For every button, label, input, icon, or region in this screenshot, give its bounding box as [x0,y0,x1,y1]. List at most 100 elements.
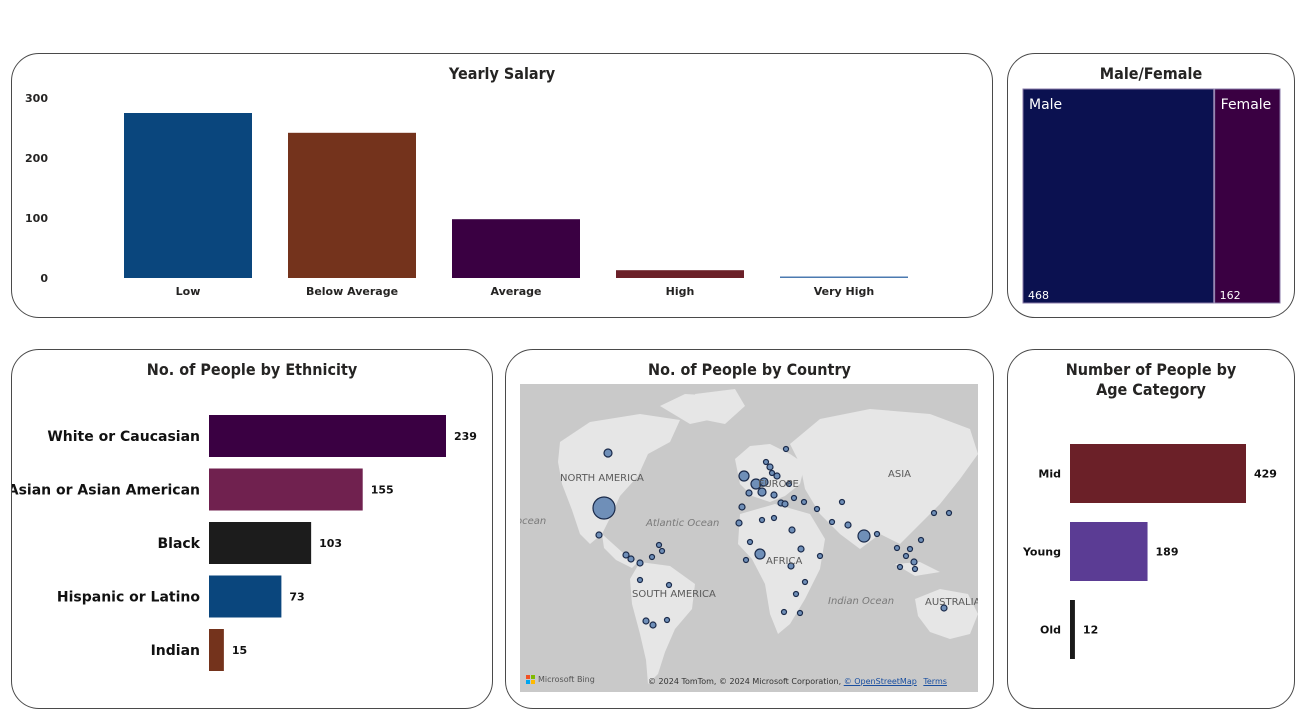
country-bubble[interactable] [940,604,948,612]
country-bubble[interactable] [800,498,808,506]
category-label: Old [1040,624,1061,637]
bar-asian-or-asian-american[interactable] [209,468,363,511]
country-bubble[interactable] [655,541,663,549]
country-bubble[interactable] [773,472,781,480]
country-bubble[interactable] [945,509,953,517]
treemap-value-female: 162 [1220,289,1241,302]
country-bubble[interactable] [790,494,798,502]
country-bubble[interactable] [762,458,770,466]
country-bubble[interactable] [738,470,750,482]
bar-hispanic-or-latino[interactable] [209,575,282,618]
country-bubble[interactable] [796,609,804,617]
country-bubble[interactable] [603,448,613,458]
gender-title: Male/Female [1099,64,1203,83]
country-bubble[interactable] [787,562,795,570]
terms-link[interactable]: Terms [923,677,947,686]
country-bubble[interactable] [642,617,650,625]
ethnicity-title: No. of People by Ethnicity [146,360,358,379]
treemap-tile-male[interactable] [1022,88,1215,304]
country-bubble[interactable] [785,480,793,488]
y-tick-label: 200 [25,152,48,165]
country-bubble[interactable] [663,616,671,624]
gender-treemap: Male 468 Female 162 [1022,88,1281,304]
country-bubble[interactable] [828,518,836,526]
country-bubble[interactable] [844,521,852,529]
country-bubble[interactable] [648,553,656,561]
osm-link[interactable]: © OpenStreetMap [843,677,917,686]
country-bubble[interactable] [757,487,767,497]
bar-white-or-caucasian[interactable] [209,415,446,457]
country-bubble[interactable] [902,552,910,560]
salary-card: Yearly Salary 0 100 200 300 Low Below Average… [11,53,993,318]
country-bubble[interactable] [873,530,881,538]
country-bubble[interactable] [816,552,824,560]
category-label: Black [157,536,200,552]
country-bubble[interactable] [742,556,750,564]
bar-young[interactable] [1070,522,1148,581]
country-bubble[interactable] [745,489,753,497]
bar-indian[interactable] [209,629,224,671]
country-bubble[interactable] [813,505,821,513]
country-bubble[interactable] [759,477,769,487]
data-label: 155 [371,484,394,497]
bar-low[interactable] [124,113,252,278]
bar-below-average[interactable] [288,132,416,278]
country-bubble[interactable] [735,519,743,527]
country-bubble[interactable] [649,621,657,629]
bar-very-high[interactable] [780,276,908,279]
x-tick-label: Below Average [306,285,398,298]
country-bubble[interactable] [780,608,788,616]
world-map[interactable]: NORTH AMERICA EUROPE ASIA AFRICA SOUTH A… [520,384,978,692]
country-bubble[interactable] [636,576,644,584]
x-tick-label: Average [491,285,542,298]
country-bubble[interactable] [910,558,918,566]
treemap-label-male: Male [1029,97,1062,113]
country-bubble[interactable] [782,445,790,453]
country-bubble[interactable] [917,536,925,544]
salary-title: Yearly Salary [448,64,556,83]
country-bubble[interactable] [797,545,805,553]
country-bubble[interactable] [801,578,809,586]
category-label: Young [1022,546,1061,559]
country-card: No. of People by Country NORTH AMERICA [505,349,994,709]
country-bubble[interactable] [781,500,789,508]
bar-high[interactable] [616,270,744,278]
country-bubble[interactable] [636,559,644,567]
country-bubble[interactable] [592,496,616,520]
bar-mid[interactable] [1070,444,1246,503]
gender-card: Male/Female Male 468 Female 162 [1007,53,1295,318]
x-tick-label: High [666,285,695,298]
country-bubble[interactable] [896,563,904,571]
country-bubble[interactable] [758,516,766,524]
country-bubble[interactable] [658,547,666,555]
bar-old[interactable] [1070,600,1075,659]
country-bubble[interactable] [893,544,901,552]
country-bubble[interactable] [754,548,766,560]
treemap-label-female: Female [1221,97,1272,113]
treemap-tile-female[interactable] [1214,88,1281,304]
data-label: 189 [1156,546,1179,559]
bar-black[interactable] [209,522,312,564]
y-tick-label: 300 [25,92,48,105]
country-bubble[interactable] [746,538,754,546]
country-bubble[interactable] [622,551,630,559]
y-tick-label: 0 [40,272,48,285]
ethnicity-chart: White or Caucasian 239 Asian or Asian Amer… [12,415,477,671]
bar-average[interactable] [452,219,580,278]
country-bubble[interactable] [838,498,846,506]
country-bubble[interactable] [770,514,778,522]
country-bubble[interactable] [738,503,746,511]
country-bubble[interactable] [627,555,635,563]
country-bubble[interactable] [768,469,776,477]
country-bubble[interactable] [911,565,919,573]
country-bubble[interactable] [930,509,938,517]
country-bubble[interactable] [857,529,871,543]
country-bubble[interactable] [665,581,673,589]
country-bubble[interactable] [595,531,603,539]
country-bubble[interactable] [766,463,774,471]
country-bubble[interactable] [770,491,778,499]
country-bubble[interactable] [788,526,796,534]
category-label: Indian [151,643,200,659]
country-bubble[interactable] [906,545,914,553]
country-bubble[interactable] [792,590,800,598]
